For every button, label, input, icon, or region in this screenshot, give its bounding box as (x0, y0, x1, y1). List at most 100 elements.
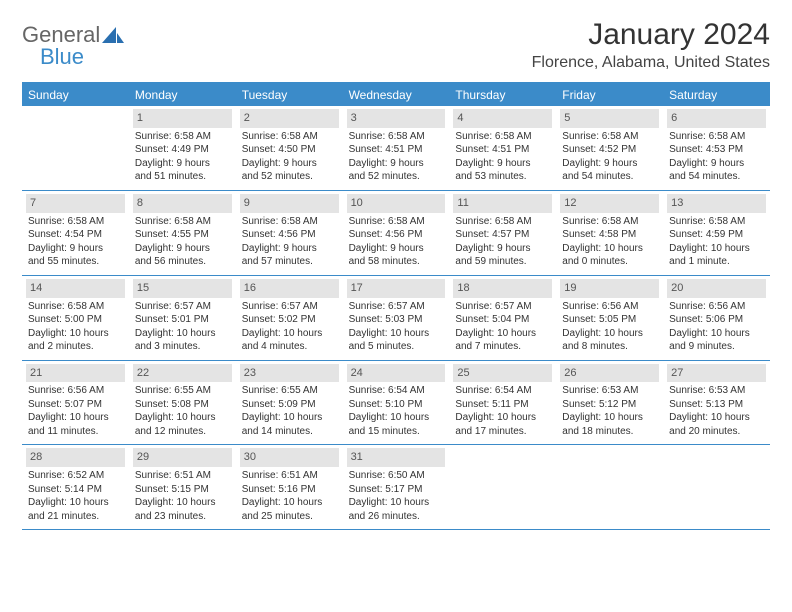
empty-cell (449, 445, 556, 529)
day-number: 13 (667, 194, 766, 213)
day-cell: 6Sunrise: 6:58 AMSunset: 4:53 PMDaylight… (663, 106, 770, 190)
day-info: Sunrise: 6:53 AMSunset: 5:12 PMDaylight:… (560, 384, 659, 438)
day-info: Sunrise: 6:58 AMSunset: 4:51 PMDaylight:… (347, 130, 446, 184)
day-number: 4 (453, 109, 552, 128)
sunset: Sunset: 4:52 PM (562, 143, 657, 157)
daylight2: and 52 minutes. (349, 170, 444, 184)
weekday-monday: Monday (129, 84, 236, 106)
sunrise: Sunrise: 6:58 AM (242, 130, 337, 144)
day-number: 15 (133, 279, 232, 298)
sunset: Sunset: 4:51 PM (455, 143, 550, 157)
sunset: Sunset: 5:02 PM (242, 313, 337, 327)
calendar: Sunday Monday Tuesday Wednesday Thursday… (22, 82, 770, 530)
daylight2: and 54 minutes. (669, 170, 764, 184)
daylight2: and 8 minutes. (562, 340, 657, 354)
sunrise: Sunrise: 6:58 AM (242, 215, 337, 229)
day-info: Sunrise: 6:57 AMSunset: 5:02 PMDaylight:… (240, 300, 339, 354)
empty-cell (556, 445, 663, 529)
daylight2: and 14 minutes. (242, 425, 337, 439)
sunrise: Sunrise: 6:54 AM (349, 384, 444, 398)
sunset: Sunset: 5:00 PM (28, 313, 123, 327)
daylight1: Daylight: 10 hours (135, 327, 230, 341)
sunrise: Sunrise: 6:58 AM (28, 215, 123, 229)
daylight1: Daylight: 9 hours (669, 157, 764, 171)
day-number: 21 (26, 364, 125, 383)
daylight2: and 18 minutes. (562, 425, 657, 439)
day-cell: 25Sunrise: 6:54 AMSunset: 5:11 PMDayligh… (449, 361, 556, 445)
sunset: Sunset: 4:58 PM (562, 228, 657, 242)
daylight1: Daylight: 9 hours (28, 242, 123, 256)
day-info: Sunrise: 6:58 AMSunset: 4:55 PMDaylight:… (133, 215, 232, 269)
sunrise: Sunrise: 6:53 AM (669, 384, 764, 398)
sunset: Sunset: 5:01 PM (135, 313, 230, 327)
daylight1: Daylight: 9 hours (349, 242, 444, 256)
sunrise: Sunrise: 6:55 AM (242, 384, 337, 398)
sunset: Sunset: 5:05 PM (562, 313, 657, 327)
sunset: Sunset: 5:17 PM (349, 483, 444, 497)
sunrise: Sunrise: 6:54 AM (455, 384, 550, 398)
day-cell: 17Sunrise: 6:57 AMSunset: 5:03 PMDayligh… (343, 276, 450, 360)
weekday-friday: Friday (556, 84, 663, 106)
sunset: Sunset: 5:10 PM (349, 398, 444, 412)
weekday-tuesday: Tuesday (236, 84, 343, 106)
daylight2: and 55 minutes. (28, 255, 123, 269)
day-cell: 9Sunrise: 6:58 AMSunset: 4:56 PMDaylight… (236, 191, 343, 275)
sunrise: Sunrise: 6:58 AM (562, 215, 657, 229)
day-number: 9 (240, 194, 339, 213)
day-number: 10 (347, 194, 446, 213)
sunset: Sunset: 4:59 PM (669, 228, 764, 242)
day-cell: 24Sunrise: 6:54 AMSunset: 5:10 PMDayligh… (343, 361, 450, 445)
week-row: 21Sunrise: 6:56 AMSunset: 5:07 PMDayligh… (22, 361, 770, 446)
day-number: 20 (667, 279, 766, 298)
day-cell: 15Sunrise: 6:57 AMSunset: 5:01 PMDayligh… (129, 276, 236, 360)
sunrise: Sunrise: 6:56 AM (669, 300, 764, 314)
daylight2: and 0 minutes. (562, 255, 657, 269)
day-info: Sunrise: 6:58 AMSunset: 4:59 PMDaylight:… (667, 215, 766, 269)
sunrise: Sunrise: 6:58 AM (669, 130, 764, 144)
day-cell: 5Sunrise: 6:58 AMSunset: 4:52 PMDaylight… (556, 106, 663, 190)
daylight2: and 54 minutes. (562, 170, 657, 184)
day-cell: 23Sunrise: 6:55 AMSunset: 5:09 PMDayligh… (236, 361, 343, 445)
daylight1: Daylight: 10 hours (669, 242, 764, 256)
sunrise: Sunrise: 6:58 AM (135, 130, 230, 144)
weekday-header: Sunday Monday Tuesday Wednesday Thursday… (22, 84, 770, 106)
daylight2: and 3 minutes. (135, 340, 230, 354)
day-cell: 13 Sunrise: 6:58 AMSunset: 4:59 PMDayligh… (663, 191, 770, 275)
daylight2: and 56 minutes. (135, 255, 230, 269)
day-info: Sunrise: 6:54 AMSunset: 5:10 PMDaylight:… (347, 384, 446, 438)
daylight1: Daylight: 10 hours (349, 496, 444, 510)
day-info: Sunrise: 6:56 AMSunset: 5:05 PMDaylight:… (560, 300, 659, 354)
daylight2: and 21 minutes. (28, 510, 123, 524)
day-cell: 4Sunrise: 6:58 AMSunset: 4:51 PMDaylight… (449, 106, 556, 190)
day-cell: 14Sunrise: 6:58 AMSunset: 5:00 PMDayligh… (22, 276, 129, 360)
day-number: 16 (240, 279, 339, 298)
sunset: Sunset: 4:55 PM (135, 228, 230, 242)
daylight1: Daylight: 9 hours (455, 242, 550, 256)
sunset: Sunset: 4:57 PM (455, 228, 550, 242)
location: Florence, Alabama, United States (532, 54, 770, 72)
day-info: Sunrise: 6:56 AMSunset: 5:07 PMDaylight:… (26, 384, 125, 438)
day-info: Sunrise: 6:58 AMSunset: 4:58 PMDaylight:… (560, 215, 659, 269)
daylight1: Daylight: 9 hours (242, 242, 337, 256)
daylight1: Daylight: 10 hours (562, 411, 657, 425)
daylight2: and 59 minutes. (455, 255, 550, 269)
day-cell: 30Sunrise: 6:51 AMSunset: 5:16 PMDayligh… (236, 445, 343, 529)
daylight1: Daylight: 9 hours (349, 157, 444, 171)
sunset: Sunset: 5:11 PM (455, 398, 550, 412)
day-info: Sunrise: 6:55 AMSunset: 5:08 PMDaylight:… (133, 384, 232, 438)
day-cell: 8Sunrise: 6:58 AMSunset: 4:55 PMDaylight… (129, 191, 236, 275)
day-cell: 12Sunrise: 6:58 AMSunset: 4:58 PMDayligh… (556, 191, 663, 275)
day-info: Sunrise: 6:57 AMSunset: 5:04 PMDaylight:… (453, 300, 552, 354)
daylight1: Daylight: 9 hours (242, 157, 337, 171)
sunset: Sunset: 4:51 PM (349, 143, 444, 157)
sunrise: Sunrise: 6:58 AM (28, 300, 123, 314)
day-cell: 7Sunrise: 6:58 AMSunset: 4:54 PMDaylight… (22, 191, 129, 275)
day-info: Sunrise: 6:55 AMSunset: 5:09 PMDaylight:… (240, 384, 339, 438)
day-number: 17 (347, 279, 446, 298)
daylight2: and 25 minutes. (242, 510, 337, 524)
day-info: Sunrise: 6:54 AMSunset: 5:11 PMDaylight:… (453, 384, 552, 438)
day-cell: 27Sunrise: 6:53 AMSunset: 5:13 PMDayligh… (663, 361, 770, 445)
day-number: 7 (26, 194, 125, 213)
sunset: Sunset: 4:49 PM (135, 143, 230, 157)
sunrise: Sunrise: 6:58 AM (562, 130, 657, 144)
